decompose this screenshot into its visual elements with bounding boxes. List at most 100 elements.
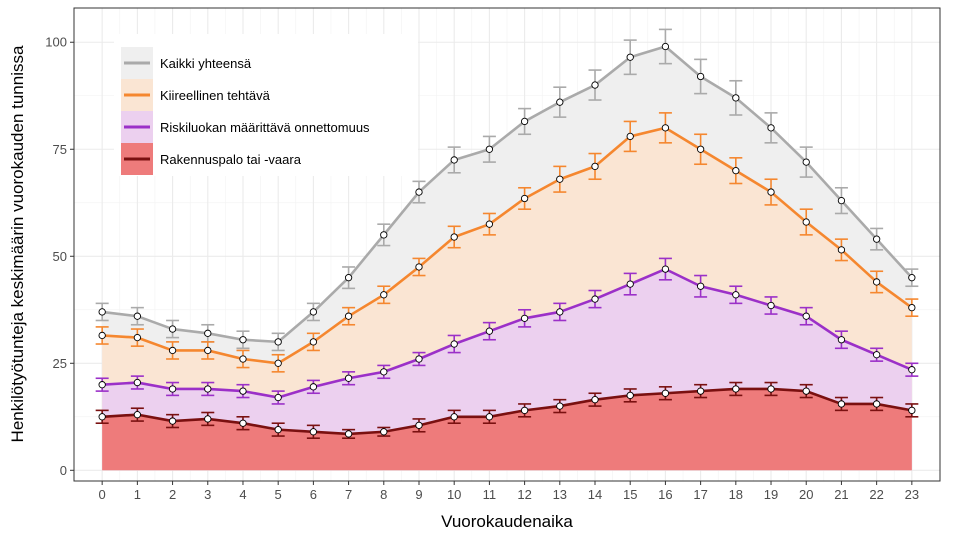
data-point bbox=[274, 359, 282, 367]
x-tick-label: 21 bbox=[834, 487, 848, 502]
area-series-3 bbox=[102, 388, 912, 471]
x-tick-label: 1 bbox=[134, 487, 141, 502]
data-point bbox=[767, 124, 775, 132]
data-point bbox=[732, 291, 740, 299]
data-point bbox=[239, 419, 247, 427]
x-tick-label: 3 bbox=[204, 487, 211, 502]
data-point bbox=[98, 381, 106, 389]
data-point bbox=[309, 338, 318, 346]
data-point bbox=[168, 417, 177, 425]
data-point bbox=[239, 387, 247, 395]
x-tick-label: 14 bbox=[588, 487, 602, 502]
data-point bbox=[591, 396, 599, 404]
data-point bbox=[380, 231, 388, 239]
legend-item-0: Kaikki yhteensä bbox=[121, 47, 252, 79]
x-tick-label: 18 bbox=[729, 487, 743, 502]
data-point bbox=[802, 158, 810, 166]
x-tick-label: 8 bbox=[380, 487, 387, 502]
data-point bbox=[380, 291, 388, 299]
data-point bbox=[485, 327, 494, 335]
data-point bbox=[837, 400, 846, 408]
data-point bbox=[133, 411, 142, 419]
x-axis-title: Vuorokaudenaika bbox=[441, 512, 573, 531]
line-series-0 bbox=[102, 45, 913, 344]
data-point bbox=[908, 366, 916, 374]
y-tick-label: 0 bbox=[60, 463, 67, 478]
data-point bbox=[837, 336, 846, 344]
data-point bbox=[872, 351, 881, 359]
data-point bbox=[344, 274, 353, 282]
data-point bbox=[485, 145, 494, 153]
x-tick-label: 6 bbox=[310, 487, 317, 502]
data-point bbox=[204, 385, 212, 393]
x-tick-label: 23 bbox=[905, 487, 919, 502]
y-tick-label: 100 bbox=[45, 35, 67, 50]
data-point bbox=[872, 235, 881, 243]
data-point bbox=[168, 385, 177, 393]
legend-item-1: Kiireellinen tehtävä bbox=[121, 79, 271, 111]
data-point bbox=[204, 415, 212, 423]
data-point bbox=[767, 385, 775, 393]
data-point bbox=[802, 312, 810, 320]
data-point bbox=[556, 308, 564, 316]
y-axis: 0 25 50 75 100 bbox=[45, 35, 74, 478]
data-point bbox=[380, 428, 388, 436]
data-point bbox=[626, 391, 634, 400]
data-point bbox=[696, 145, 705, 153]
data-point bbox=[908, 274, 916, 282]
panel-border bbox=[73, 7, 941, 482]
data-point bbox=[485, 220, 494, 228]
x-axis: 0 1 2 3 4 5 6 7 8 9 10 11 12 13 14 15 16 17 18 19 20 21 22 23 bbox=[99, 481, 919, 502]
x-tick-label: 4 bbox=[239, 487, 246, 502]
data-point bbox=[415, 188, 423, 196]
data-point bbox=[344, 312, 353, 320]
y-tick-label: 25 bbox=[53, 356, 67, 371]
data-point bbox=[344, 374, 353, 382]
x-tick-label: 19 bbox=[764, 487, 778, 502]
data-point bbox=[133, 312, 142, 320]
data-point bbox=[168, 346, 177, 355]
data-point bbox=[98, 413, 106, 421]
data-point bbox=[732, 385, 740, 393]
line-series-1 bbox=[102, 126, 913, 365]
data-point bbox=[204, 346, 212, 355]
legend: Kaikki yhteensä Kiireellinen tehtävä Ris… bbox=[114, 34, 418, 176]
x-tick-label: 15 bbox=[623, 487, 637, 502]
data-point bbox=[696, 387, 705, 395]
data-point bbox=[837, 196, 846, 205]
data-point bbox=[133, 378, 142, 387]
x-tick-label: 9 bbox=[415, 487, 422, 502]
data-point bbox=[309, 428, 318, 436]
data-point bbox=[520, 406, 529, 415]
data-point bbox=[626, 53, 634, 61]
data-point bbox=[908, 406, 916, 415]
x-tick-label: 0 bbox=[99, 487, 106, 502]
data-point bbox=[415, 263, 423, 271]
data-point bbox=[274, 425, 282, 434]
x-tick-label: 10 bbox=[447, 487, 461, 502]
data-point bbox=[591, 162, 599, 171]
data-point bbox=[661, 42, 670, 51]
legend-label-0: Kaikki yhteensä bbox=[160, 56, 252, 71]
data-point bbox=[450, 340, 458, 348]
data-point bbox=[556, 98, 564, 106]
data-point bbox=[204, 329, 212, 337]
legend-item-3: Rakennuspalo tai -vaara bbox=[121, 143, 302, 175]
data-point bbox=[556, 175, 564, 183]
data-point bbox=[661, 389, 670, 397]
y-tick-label: 75 bbox=[53, 142, 67, 157]
data-point bbox=[239, 355, 247, 363]
line-series-3 bbox=[102, 387, 913, 436]
data-point bbox=[520, 314, 529, 322]
data-point bbox=[908, 303, 916, 312]
x-tick-label: 12 bbox=[517, 487, 531, 502]
data-point bbox=[837, 246, 846, 254]
x-tick-label: 22 bbox=[869, 487, 883, 502]
data-point bbox=[696, 72, 705, 81]
data-point bbox=[872, 400, 881, 408]
x-tick-label: 11 bbox=[483, 487, 497, 502]
area-fills bbox=[102, 46, 912, 471]
legend-label-1: Kiireellinen tehtävä bbox=[160, 88, 271, 103]
